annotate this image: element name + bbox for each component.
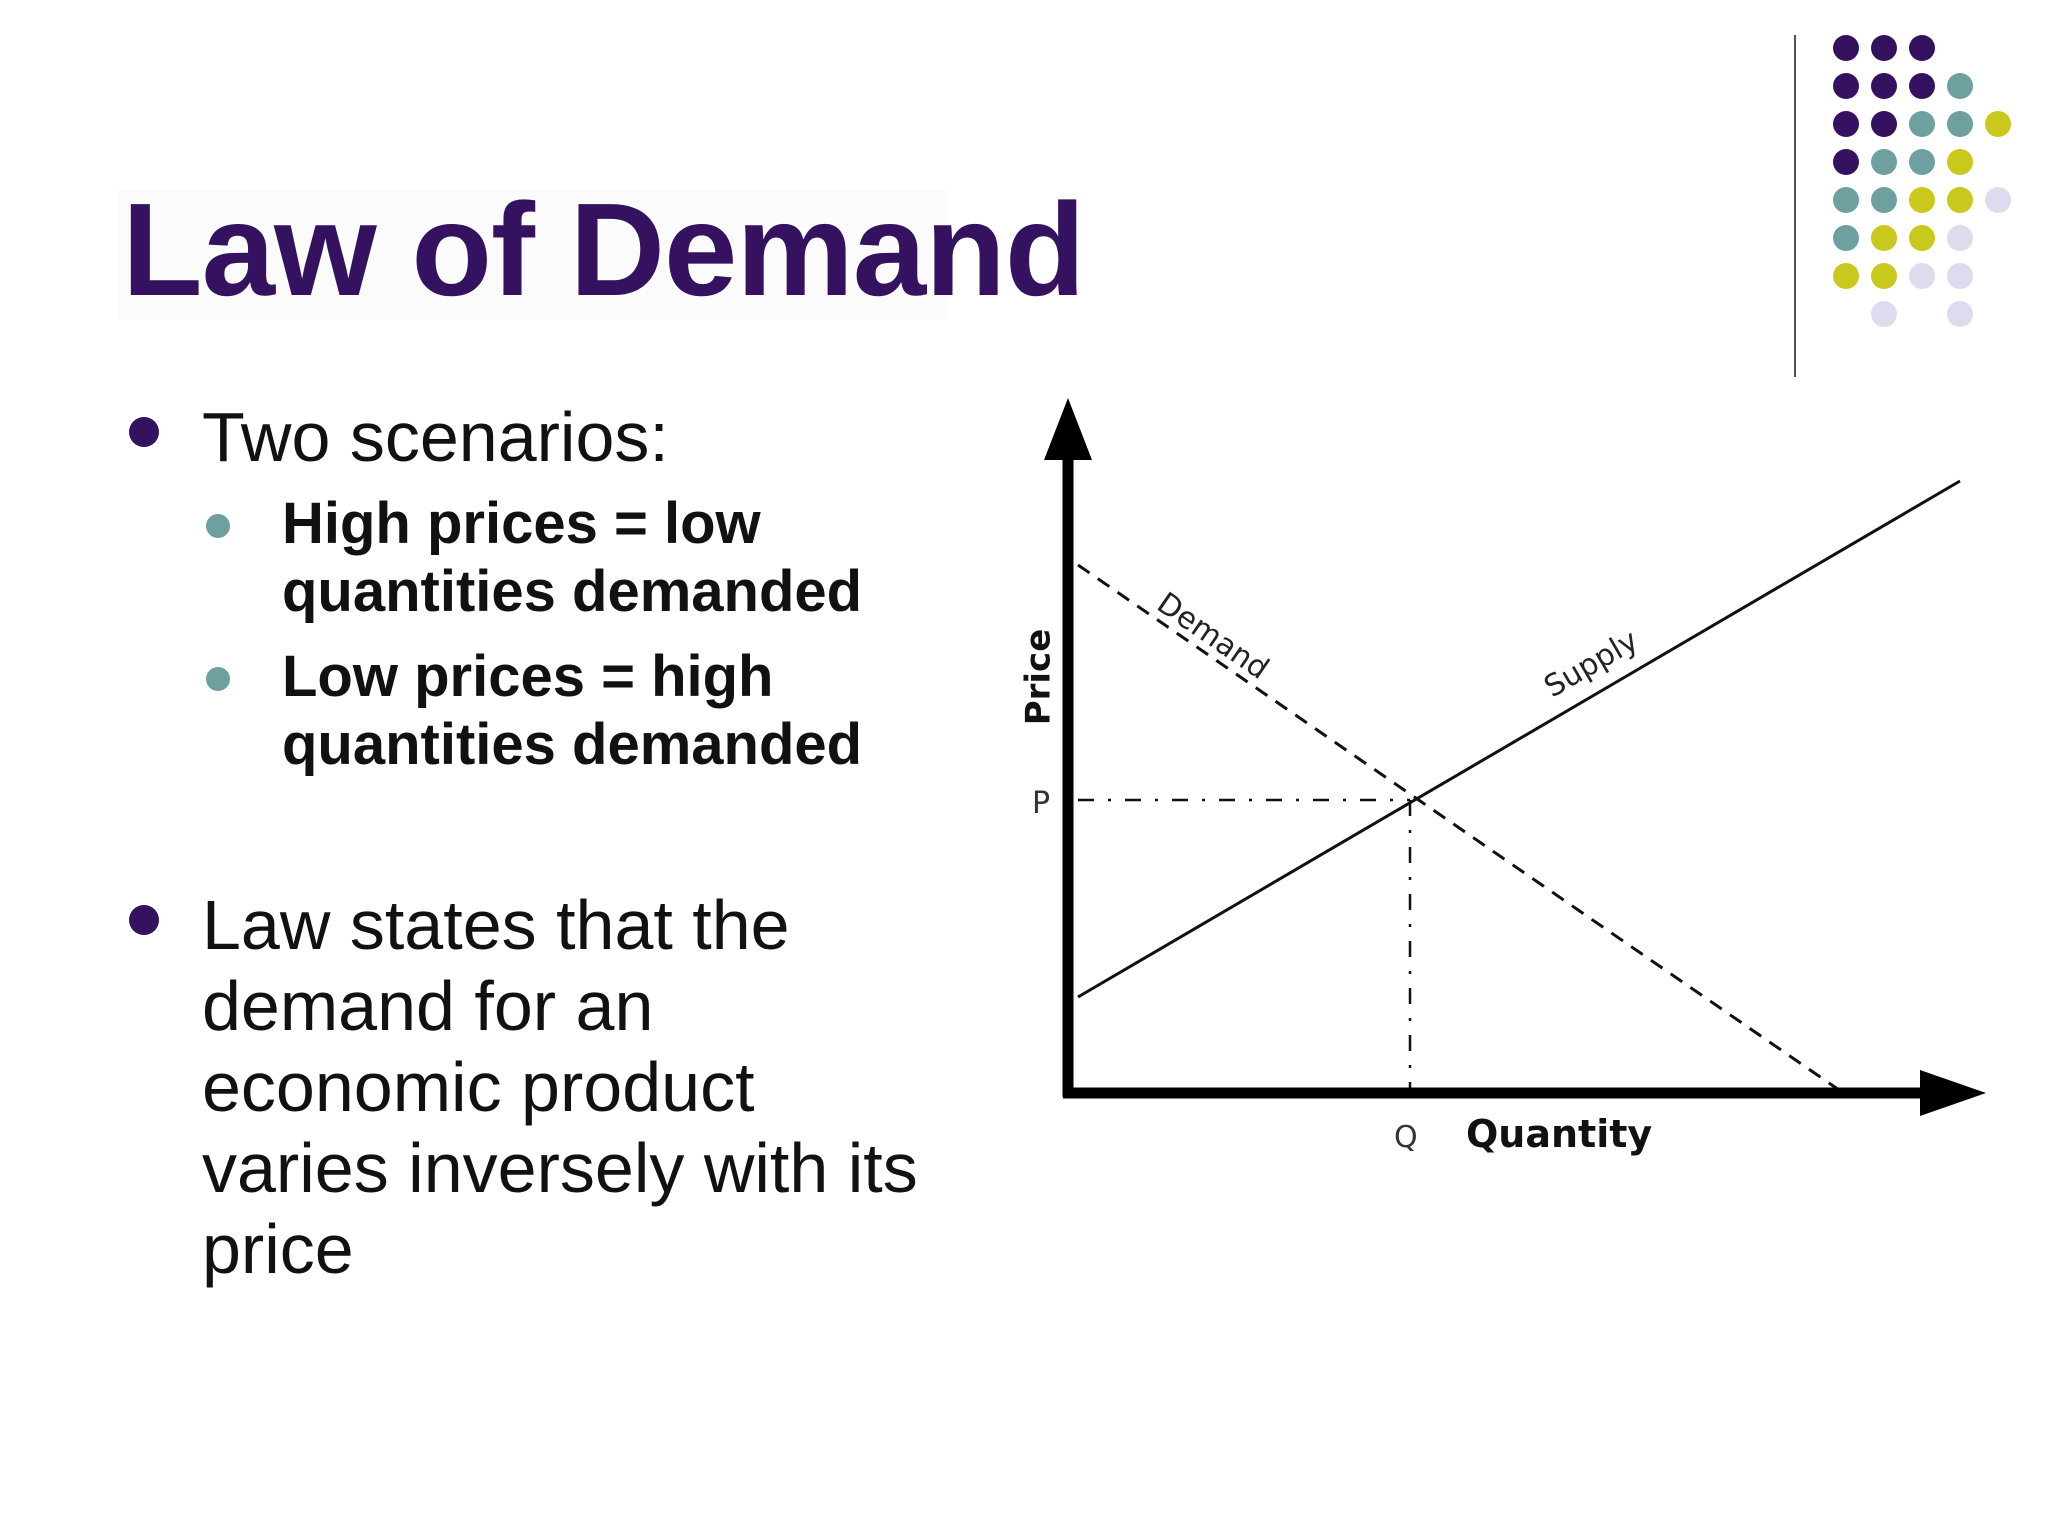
demand-line [1077, 563, 1843, 1094]
decorative-dot [1871, 225, 1897, 251]
decorative-dot [1871, 73, 1897, 99]
bullet-marker [129, 905, 159, 935]
sub-bullet-text-line: High prices = low [282, 491, 761, 556]
sub-bullet-marker [206, 667, 230, 691]
decorative-dot [1871, 35, 1897, 61]
decorative-dot [1947, 149, 1973, 175]
bullet-text-line: price [202, 1210, 354, 1288]
decorative-dot [1947, 225, 1973, 251]
demand-label: Demand [1150, 586, 1275, 687]
bullet-text-line: varies inversely with its [202, 1129, 918, 1207]
decorative-dot [1985, 187, 2011, 213]
sub-bullet-text-line: quantities demanded [282, 712, 863, 777]
x-axis-arrowhead [1920, 1070, 1986, 1116]
decorative-dot [1871, 263, 1897, 289]
sub-bullet-text: Low prices = high quantities demanded [282, 643, 862, 779]
y-axis-arrowhead [1044, 398, 1092, 460]
title-background [118, 190, 948, 320]
price-marker: P [1032, 786, 1050, 821]
sub-bullet-text-line: quantities demanded [282, 559, 863, 624]
x-axis-label: Quantity [1466, 1112, 1652, 1156]
decorative-dot [1909, 149, 1935, 175]
decorative-dot [1909, 187, 1935, 213]
decorative-dot [1833, 187, 1859, 213]
decorative-dot [1947, 263, 1973, 289]
decorative-dot [1909, 73, 1935, 99]
decorative-dot [1985, 111, 2011, 137]
bullet-text-line: Law states that the [202, 886, 790, 964]
decorative-dot [1871, 111, 1897, 137]
decorative-dot [1871, 301, 1897, 327]
decorative-dot [1909, 111, 1935, 137]
sub-bullet-marker [206, 514, 230, 538]
supply-line [1077, 479, 1961, 999]
decorative-dot-grid [1833, 35, 2011, 327]
bullet-text: Two scenarios: [202, 397, 669, 478]
bullet-text-line: economic product [202, 1048, 755, 1126]
bullet-marker [129, 417, 159, 447]
slide-title: Law of Demand [122, 176, 1085, 323]
decorative-dot [1833, 225, 1859, 251]
decorative-dot [1947, 111, 1973, 137]
supply-demand-diagram: Price P Q Quantity Demand Supply [1019, 398, 1986, 1156]
decorative-dot [1947, 187, 1973, 213]
y-axis-label: Price [1019, 629, 1059, 726]
decorative-dot [1947, 73, 1973, 99]
supply-label: Supply [1538, 623, 1644, 705]
decorative-divider [1794, 35, 1796, 377]
decorative-dot [1947, 301, 1973, 327]
bullet-text-line: demand for an [202, 967, 654, 1045]
decorative-dot [1833, 149, 1859, 175]
sub-bullet-text: High prices = low quantities demanded [282, 490, 862, 626]
quantity-marker: Q [1394, 1120, 1418, 1155]
bullet-text: Law states that the demand for an econom… [202, 885, 918, 1290]
decorative-dot [1909, 225, 1935, 251]
decorative-dot [1833, 111, 1859, 137]
decorative-dot [1871, 187, 1897, 213]
decorative-dot [1871, 149, 1897, 175]
decorative-dot [1833, 35, 1859, 61]
decorative-dot [1833, 263, 1859, 289]
decorative-dot [1909, 35, 1935, 61]
decorative-dot [1909, 263, 1935, 289]
decorative-dot [1833, 73, 1859, 99]
sub-bullet-text-line: Low prices = high [282, 644, 774, 709]
bullet-list: Two scenarios: High prices = low quantit… [0, 360, 943, 1360]
bullet-text-line: Two scenarios: [202, 398, 669, 476]
